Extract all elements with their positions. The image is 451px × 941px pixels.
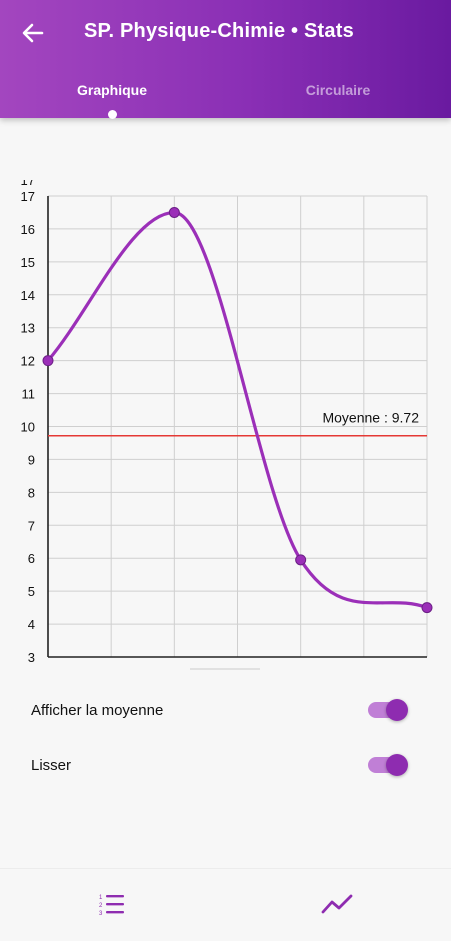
bottom-navigation: 1 2 3 [0,868,451,941]
toggle-thumb [386,699,408,721]
tab-circulaire[interactable]: Circulaire [305,82,371,98]
y-tick-label: 14 [21,288,35,303]
drag-handle [190,668,260,670]
data-point [421,602,433,614]
app-header: SP. Physique-Chimie • Stats Graphique Ci… [0,0,451,119]
y-tick-label: 17 [21,189,35,204]
y-tick-label: 3 [28,650,35,665]
average-label: Moyenne : 9.72 [322,410,419,426]
y-tick-label: 5 [28,584,35,599]
svg-text:1: 1 [99,895,103,901]
y-tick-label: 15 [21,255,35,270]
setting-show-average: Afficher la moyenne [0,691,451,731]
svg-text:3: 3 [99,911,103,916]
chart-axes [47,196,427,658]
series-group [46,210,429,610]
arrow-left-icon [22,23,44,43]
y-tick-label: 6 [28,551,35,566]
svg-text:2: 2 [99,903,103,909]
data-point [295,554,307,566]
data-point [42,355,54,367]
show-average-toggle[interactable] [368,699,410,721]
chart-grid [48,195,428,658]
page-title: SP. Physique-Chimie • Stats [84,20,354,42]
active-tab-indicator [108,110,117,119]
y-tick-label: 16 [21,222,35,237]
y-tick-label: 12 [21,354,35,369]
back-button[interactable] [18,18,48,48]
toggle-thumb [386,754,408,776]
smooth-toggle[interactable] [368,754,410,776]
setting-smooth: Lisser [0,746,451,786]
y-tick-label: 13 [21,321,35,336]
numbered-list-icon: 1 2 3 [99,895,124,916]
y-tick-label: 11 [22,387,36,402]
setting-smooth-label: Lisser [31,757,72,774]
trending-chart-icon [321,894,353,914]
series-line [46,210,429,610]
average-line-group: Moyenne : 9.72 [48,410,427,437]
nav-stats[interactable] [320,889,354,919]
setting-show-average-label: Afficher la moyenne [31,702,164,719]
y-tick-label: 10 [21,420,35,435]
y-tick-label: 8 [28,485,35,500]
y-tick-label: 17 [21,180,35,188]
nav-grades-list[interactable]: 1 2 3 [95,889,129,919]
tab-graphique[interactable]: Graphique [76,82,147,98]
data-point [168,206,180,218]
y-tick-label: 9 [28,452,35,467]
y-tick-label: 4 [28,617,35,632]
y-tick-label: 7 [28,518,35,533]
data-points [42,206,433,614]
